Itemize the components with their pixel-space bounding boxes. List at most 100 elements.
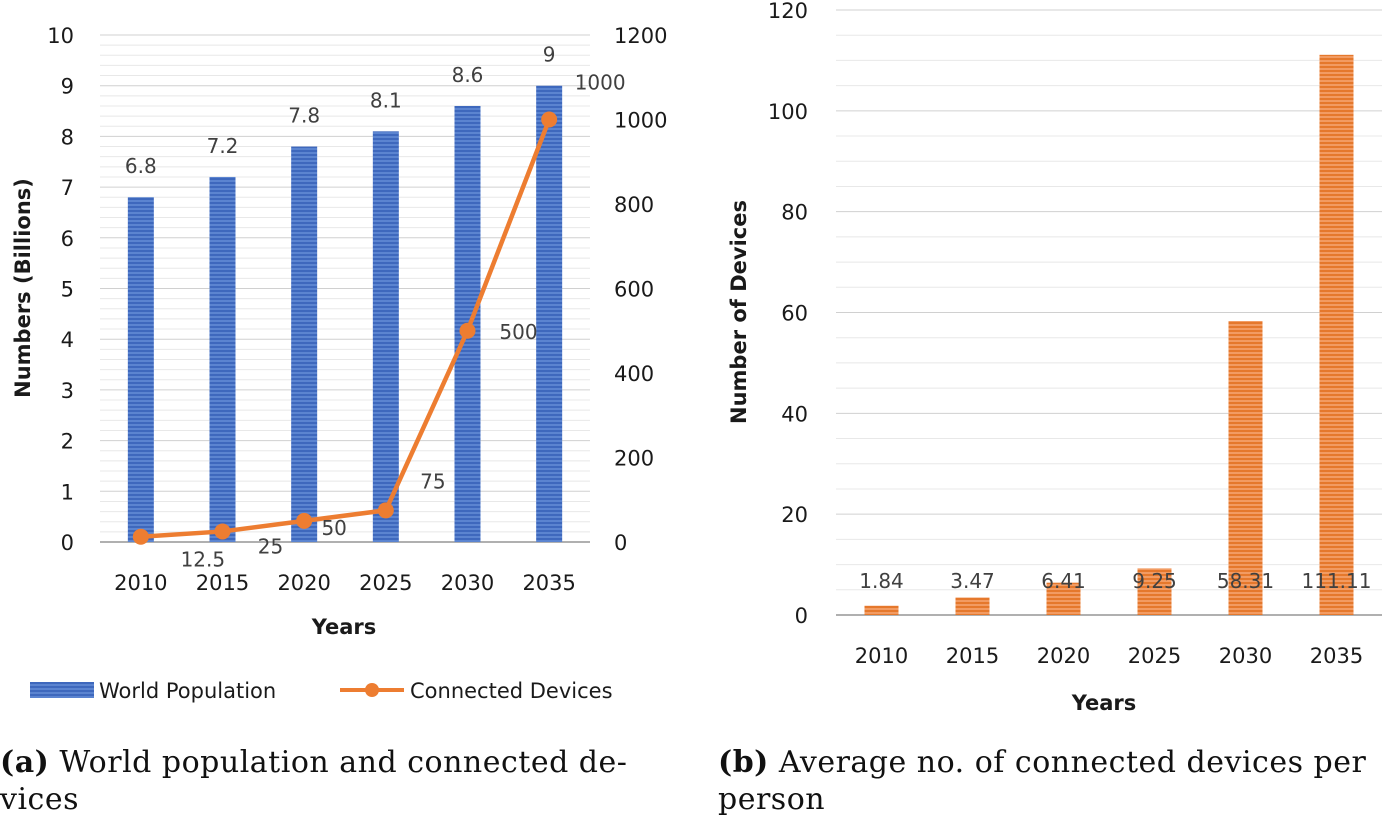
caption-a-line1: World population and connected de-	[59, 745, 628, 780]
b-x-axis-ticks: 2010 2015 2020 2025 2030 2035	[855, 644, 1363, 668]
b-bar-data-label: 3.47	[950, 569, 995, 593]
a-y2-tick-label: 400	[614, 362, 654, 386]
a-devices-data-label: 1000	[575, 71, 626, 95]
b-bar-data-label: 6.41	[1041, 569, 1086, 593]
a-population-bars: 6.8 7.2 7.8 8.1 8.6 9	[125, 43, 563, 543]
b-bar	[864, 605, 899, 615]
b-bar	[1228, 321, 1263, 615]
a-x-tick-label: 2035	[522, 571, 575, 595]
a-devices-line: 12.5 25 50 75 500 1000	[132, 71, 626, 572]
b-y-tick-label: 80	[781, 201, 808, 225]
b-bar	[1046, 582, 1081, 615]
b-device-bars: 1.84 3.47 6.41 9.25 58.31 111.11	[859, 54, 1372, 615]
a-bar-data-label: 9	[543, 43, 556, 67]
a-y-tick-label: 1	[61, 480, 74, 504]
b-x-axis-title: Years	[1071, 691, 1137, 715]
b-y-tick-label: 100	[768, 100, 808, 124]
b-gridlines	[836, 9, 1382, 591]
b-bar-data-label: 111.11	[1302, 569, 1372, 593]
a-devices-polyline	[140, 118, 552, 539]
b-y-axis-title: Number of Devices	[727, 200, 751, 424]
a-y-tick-label: 4	[61, 328, 74, 352]
a-bar-data-label: 8.6	[452, 63, 484, 87]
a-y-tick-label: 8	[61, 125, 74, 149]
a-y-tick-label: 9	[61, 75, 74, 99]
b-x-tick-label: 2030	[1219, 644, 1272, 668]
a-devices-data-label: 12.5	[181, 548, 226, 572]
a-legend-label-population: World Population	[99, 679, 276, 703]
b-bar-data-label: 9.25	[1132, 569, 1177, 593]
b-y-tick-label: 120	[768, 0, 808, 23]
a-legend-marker-devices	[365, 683, 379, 697]
a-x-axis-ticks: 2010 2015 2020 2025 2030 2035	[114, 571, 576, 595]
a-y2-tick-label: 1200	[614, 24, 667, 48]
caption-a-tag: (a)	[0, 745, 50, 780]
b-y-axis-ticks: 0 20 40 60 80 100 120	[768, 0, 808, 628]
b-y-tick-label: 40	[781, 402, 808, 426]
b-x-tick-label: 2035	[1310, 644, 1363, 668]
a-right-axis-ticks: 0 200 400 600 800 1000 1200	[614, 24, 667, 555]
a-legend-swatch-population	[30, 682, 94, 698]
a-x-tick-label: 2020	[277, 571, 330, 595]
a-y2-tick-label: 0	[614, 531, 627, 555]
b-bar-data-label: 58.31	[1217, 569, 1274, 593]
a-devices-data-label: 500	[499, 320, 537, 344]
b-bar	[1137, 568, 1172, 615]
a-devices-data-label: 75	[420, 469, 445, 493]
a-x-tick-label: 2025	[359, 571, 412, 595]
b-x-tick-label: 2020	[1037, 644, 1090, 668]
b-y-tick-label: 20	[781, 503, 808, 527]
a-bar-data-label: 7.2	[207, 134, 239, 158]
a-devices-point	[459, 322, 476, 339]
a-bar	[372, 131, 399, 542]
a-y-tick-label: 3	[61, 379, 74, 403]
a-bar-data-label: 6.8	[125, 154, 157, 178]
a-y2-tick-label: 200	[614, 447, 654, 471]
a-y-tick-label: 5	[61, 278, 74, 302]
b-bar-data-label: 1.84	[859, 569, 904, 593]
caption-b-line2: person	[718, 782, 826, 817]
a-bar-data-label: 8.1	[370, 88, 402, 112]
a-gridlines	[100, 34, 590, 533]
b-bar	[955, 597, 990, 615]
a-devices-data-label: 50	[321, 516, 346, 540]
a-devices-point	[541, 111, 558, 128]
a-left-axis-ticks: 0 1 2 3 4 5 6 7 8 9 10	[47, 24, 74, 555]
a-devices-point	[132, 528, 149, 545]
b-y-tick-label: 60	[781, 302, 808, 326]
a-bar-data-label: 7.8	[288, 104, 320, 128]
caption-b-line1: Average no. of connected devices per	[778, 745, 1367, 780]
a-y-tick-label: 2	[61, 430, 74, 454]
b-bar	[1319, 54, 1354, 615]
caption-a: (a) World population and connected de- v…	[0, 744, 680, 818]
a-bar	[291, 146, 318, 543]
a-devices-point	[296, 512, 313, 529]
a-y2-tick-label: 600	[614, 278, 654, 302]
a-devices-point	[214, 523, 231, 540]
b-y-tick-label: 0	[795, 604, 808, 628]
a-bar	[536, 85, 563, 542]
b-x-tick-label: 2010	[855, 644, 908, 668]
a-y-tick-label: 0	[61, 531, 74, 555]
a-legend-label-devices: Connected Devices	[410, 679, 613, 703]
a-bar	[127, 197, 154, 543]
a-devices-point	[377, 502, 394, 519]
caption-b-tag: (b)	[718, 745, 769, 780]
a-legend: World Population Connected Devices	[30, 679, 613, 703]
b-x-tick-label: 2015	[946, 644, 999, 668]
a-bar	[209, 176, 236, 542]
chart-a: 0 1 2 3 4 5 6 7 8 9 10 0 200 400 600 800 1000 1200 6.8 7.…	[11, 24, 667, 703]
chart-b: 0 20 40 60 80 100 120 1.84 3.47 6.41 9.25 58.31 111…	[727, 0, 1382, 715]
caption-a-line2: vices	[0, 782, 79, 817]
b-x-tick-label: 2025	[1128, 644, 1181, 668]
a-x-tick-label: 2015	[196, 571, 249, 595]
a-y-tick-label: 10	[47, 24, 74, 48]
a-y-tick-label: 6	[61, 227, 74, 251]
a-y2-tick-label: 1000	[614, 109, 667, 133]
a-x-tick-label: 2010	[114, 571, 167, 595]
a-devices-data-label: 25	[258, 534, 283, 558]
a-x-axis-title: Years	[311, 615, 377, 639]
caption-b: (b) Average no. of connected devices per…	[718, 744, 1382, 818]
a-x-tick-label: 2030	[441, 571, 494, 595]
